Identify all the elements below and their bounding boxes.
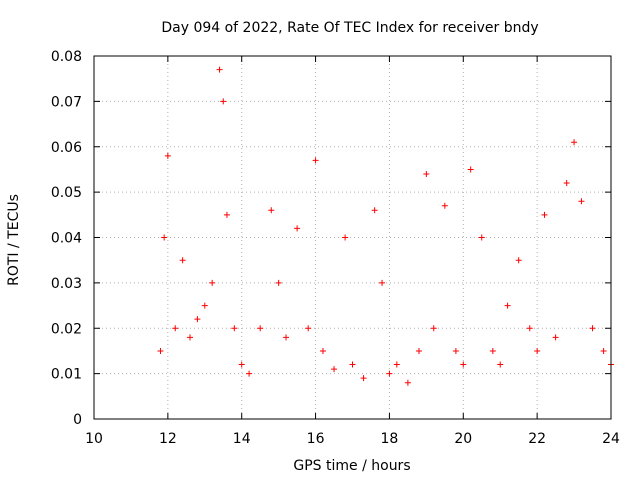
data-point [231, 325, 238, 332]
x-tick-label: 18 [381, 431, 399, 447]
y-tick-label: 0.06 [51, 140, 82, 156]
x-tick-label: 20 [454, 431, 472, 447]
data-point [305, 325, 312, 332]
data-points [157, 66, 614, 386]
data-point [268, 207, 275, 214]
data-point [504, 302, 511, 309]
data-point [578, 198, 585, 205]
y-axis-label: ROTI / TECUs [6, 194, 22, 286]
axis-ticks: 10 12 14 16 18 20 22 24 0 0.01 0.02 0.03 0.04 0.05 0.0… [51, 49, 620, 447]
data-point [201, 302, 208, 309]
data-point [541, 211, 548, 218]
data-point [600, 347, 607, 354]
data-point [386, 370, 393, 377]
data-point [194, 316, 201, 323]
x-tick-label: 22 [528, 431, 546, 447]
data-point [360, 375, 367, 382]
y-tick-label: 0.03 [51, 276, 82, 292]
chart-title: Day 094 of 2022, Rate Of TEC Index for r… [161, 20, 538, 36]
data-point [415, 347, 422, 354]
data-point [349, 361, 356, 368]
data-point [489, 347, 496, 354]
data-point [223, 211, 230, 218]
y-tick-label: 0.04 [51, 231, 82, 247]
data-point [257, 325, 264, 332]
data-point [571, 139, 578, 146]
data-point [342, 234, 349, 241]
data-point [467, 166, 474, 173]
data-point [478, 234, 485, 241]
data-point [404, 379, 411, 386]
data-point [589, 325, 596, 332]
data-point [319, 347, 326, 354]
data-point [161, 234, 168, 241]
data-point [552, 334, 559, 341]
data-point [371, 207, 378, 214]
data-point [172, 325, 179, 332]
x-axis-label: GPS time / hours [293, 458, 410, 474]
plot-frame [93, 55, 612, 420]
y-tick-label: 0.07 [51, 94, 82, 110]
x-tick-label: 14 [233, 431, 251, 447]
y-tick-label: 0.05 [51, 185, 82, 201]
y-tick-label: 0 [73, 412, 82, 428]
data-point [312, 157, 319, 164]
data-point [441, 202, 448, 209]
y-tick-label: 0.08 [51, 49, 82, 65]
y-tick-label: 0.01 [51, 367, 82, 383]
data-point [216, 66, 223, 73]
data-point [423, 170, 430, 177]
data-point [157, 347, 164, 354]
data-point [515, 257, 522, 264]
data-point [294, 225, 301, 232]
x-tick-label: 24 [602, 431, 620, 447]
data-point [209, 279, 216, 286]
data-point [246, 370, 253, 377]
data-point [283, 334, 290, 341]
x-tick-label: 10 [85, 431, 103, 447]
x-tick-label: 16 [307, 431, 325, 447]
data-point [460, 361, 467, 368]
data-point [179, 257, 186, 264]
data-point [164, 152, 171, 159]
data-point [497, 361, 504, 368]
data-point [534, 347, 541, 354]
data-point [563, 180, 570, 187]
data-point [526, 325, 533, 332]
data-point [452, 347, 459, 354]
y-tick-label: 0.02 [51, 321, 82, 337]
data-point [220, 98, 227, 105]
data-point [393, 361, 400, 368]
x-tick-label: 12 [159, 431, 177, 447]
data-point [275, 279, 282, 286]
data-point [430, 325, 437, 332]
data-point [187, 334, 194, 341]
data-point [238, 361, 245, 368]
data-point [331, 366, 338, 373]
data-point [379, 279, 386, 286]
grid [94, 56, 611, 419]
